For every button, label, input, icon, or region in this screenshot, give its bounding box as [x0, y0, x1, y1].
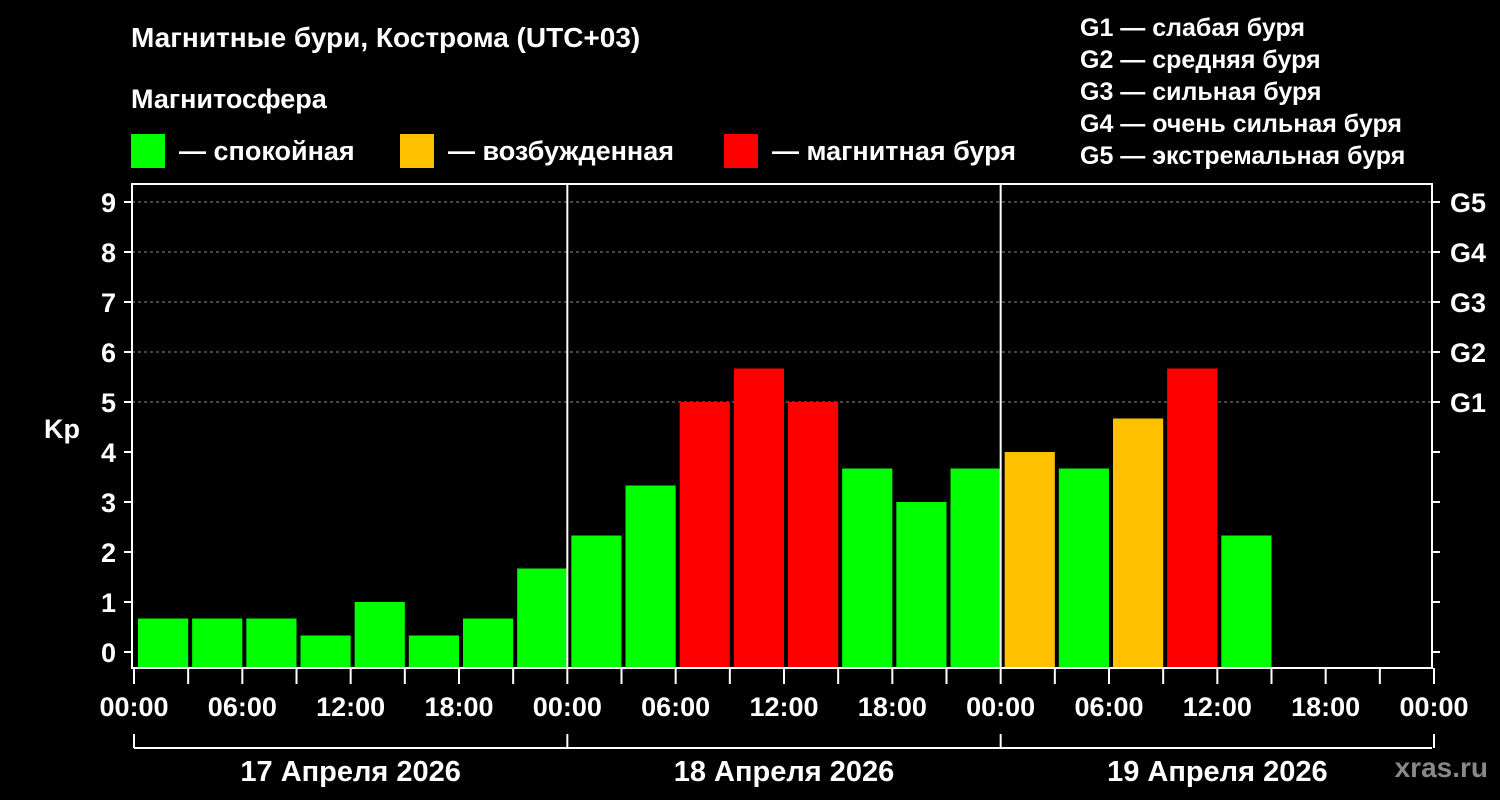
- x-tick-label: 12:00: [749, 692, 818, 722]
- kp-bar: [625, 485, 676, 668]
- watermark: xras.ru: [1394, 752, 1488, 783]
- x-tick-label: 18:00: [424, 692, 493, 722]
- y-tick-label: 9: [101, 188, 116, 218]
- kp-bar: [1004, 452, 1055, 668]
- kp-bar: [950, 468, 1001, 668]
- kp-bar: [733, 368, 784, 668]
- legend-swatch-quiet: [131, 134, 165, 168]
- y-tick-label: 4: [101, 438, 116, 468]
- g-level-label: G2: [1450, 338, 1486, 368]
- kp-bar: [896, 502, 947, 668]
- y-axis-label: Kp: [44, 414, 80, 444]
- legend-item-storm: — магнитная буря: [724, 134, 1016, 168]
- day-label: 19 Апреля 2026: [1107, 756, 1328, 788]
- g-level-label: G5: [1450, 188, 1486, 218]
- y-tick-label: 1: [101, 588, 116, 618]
- x-tick-label: 18:00: [858, 692, 927, 722]
- kp-bar: [517, 568, 568, 668]
- x-tick-label: 06:00: [641, 692, 710, 722]
- y-tick-label: 7: [101, 288, 116, 318]
- y-tick-label: 5: [101, 388, 116, 418]
- kp-bar: [246, 618, 297, 668]
- kp-bar: [192, 618, 243, 668]
- storm-scale-g3: G3 — сильная буря: [1080, 78, 1322, 106]
- kp-bar: [463, 618, 514, 668]
- kp-bar: [300, 635, 351, 668]
- storm-scale-g4: G4 — очень сильная буря: [1080, 110, 1402, 138]
- storm-scale-g2: G2 — средняя буря: [1080, 46, 1321, 74]
- chart-subtitle: Магнитосфера: [131, 84, 327, 114]
- legend-label-active: — возбужденная: [448, 135, 674, 166]
- plot-frame: [131, 183, 1433, 669]
- x-tick-label: 06:00: [1074, 692, 1143, 722]
- kp-bar: [788, 402, 839, 668]
- x-tick-label: 00:00: [533, 692, 602, 722]
- day-label: 18 Апреля 2026: [674, 756, 895, 788]
- x-tick-label: 12:00: [1183, 692, 1252, 722]
- x-tick-label: 00:00: [99, 692, 168, 722]
- g-level-label: G1: [1450, 388, 1486, 418]
- legend-item-active: — возбужденная: [400, 134, 674, 168]
- kp-bar: [1221, 535, 1272, 668]
- kp-bar: [1113, 418, 1164, 668]
- x-tick-label: 06:00: [208, 692, 277, 722]
- y-tick-label: 8: [101, 238, 116, 268]
- chart-title: Магнитные бури, Кострома (UTC+03): [131, 22, 641, 53]
- g-level-label: G4: [1450, 238, 1486, 268]
- legend-label-quiet: — спокойная: [179, 135, 355, 166]
- legend-label-storm: — магнитная буря: [772, 135, 1016, 166]
- kp-bar: [354, 602, 405, 668]
- kp-bar: [571, 535, 622, 668]
- kp-bar: [679, 402, 730, 668]
- kp-bar: [408, 635, 459, 668]
- y-tick-label: 2: [101, 538, 116, 568]
- storm-scale-g1: G1 — слабая буря: [1080, 14, 1306, 42]
- g-level-label: G3: [1450, 288, 1486, 318]
- x-tick-label: 12:00: [316, 692, 385, 722]
- x-tick-label: 00:00: [966, 692, 1035, 722]
- kp-bar: [1167, 368, 1218, 668]
- x-tick-label: 00:00: [1399, 692, 1468, 722]
- kp-bar: [138, 618, 189, 668]
- y-tick-label: 0: [101, 638, 116, 668]
- kp-bar: [1058, 468, 1109, 668]
- legend-swatch-active: [400, 134, 434, 168]
- day-label: 17 Апреля 2026: [240, 756, 461, 788]
- storm-scale-g5: G5 — экстремальная буря: [1080, 142, 1406, 170]
- kp-bar: [842, 468, 893, 668]
- y-tick-label: 3: [101, 488, 116, 518]
- legend-item-quiet: — спокойная: [131, 134, 355, 168]
- y-tick-label: 6: [101, 338, 116, 368]
- legend-swatch-storm: [724, 134, 758, 168]
- x-tick-label: 18:00: [1291, 692, 1360, 722]
